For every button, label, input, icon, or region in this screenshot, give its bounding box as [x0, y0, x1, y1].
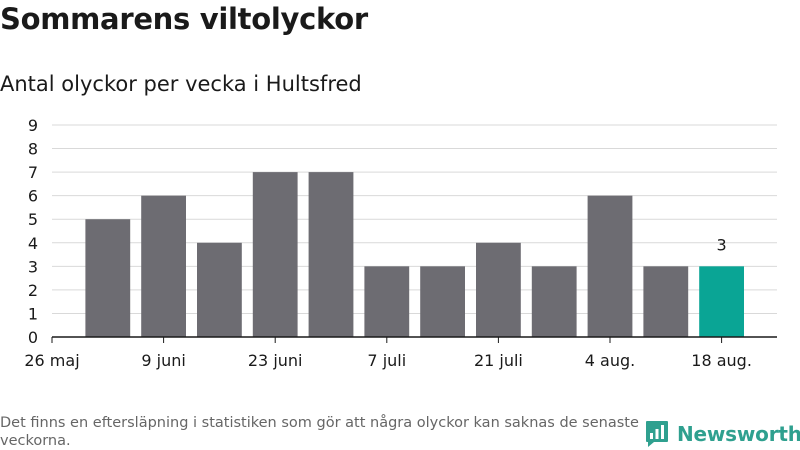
- footnote: Det finns en eftersläpning i statistiken…: [0, 415, 639, 449]
- data-labels: 3: [717, 235, 727, 254]
- bar-chart: 0 1 2 3 4 5 6 7 8 9 26 maj 9 juni 23 juni 7 juli 21 j…: [24, 116, 777, 370]
- bar: [85, 219, 131, 337]
- newsworthy-logo-icon: [646, 421, 668, 447]
- y-tick-label: 7: [28, 163, 38, 182]
- bar: [141, 195, 186, 337]
- y-tick-label: 4: [28, 234, 38, 253]
- bar: [699, 266, 744, 337]
- bar: [420, 266, 465, 337]
- x-tick-label: 4 aug.: [585, 351, 635, 370]
- bar: [643, 266, 689, 337]
- bars: [85, 172, 744, 337]
- chart-title: Sommarens viltolyckor: [0, 2, 368, 36]
- x-tick-label: 23 juni: [248, 351, 303, 370]
- y-tick-label: 1: [28, 304, 38, 323]
- x-tick-label: 7 juli: [367, 351, 406, 370]
- y-tick-label: 2: [28, 281, 38, 300]
- x-tick-label: 18 aug.: [691, 351, 752, 370]
- y-tick-label: 9: [28, 116, 38, 135]
- y-tick-label: 8: [28, 140, 38, 159]
- y-tick-label: 0: [28, 328, 38, 347]
- bar: [308, 172, 354, 337]
- y-axis-ticks: 0 1 2 3 4 5 6 7 8 9: [28, 116, 38, 347]
- brand-name: Newsworthy: [677, 422, 800, 446]
- data-label: 3: [717, 235, 727, 254]
- y-tick-label: 6: [28, 187, 38, 206]
- bar: [197, 242, 242, 337]
- x-tick-label: 26 maj: [24, 351, 79, 370]
- bar: [476, 242, 521, 337]
- bar: [587, 195, 633, 337]
- brand-logo: Newsworthy: [645, 419, 800, 449]
- x-axis-ticks: 26 maj 9 juni 23 juni 7 juli 21 juli 4 aug. 18…: [24, 337, 752, 370]
- y-tick-label: 5: [28, 210, 38, 229]
- bar: [252, 172, 298, 337]
- chart-subtitle: Antal olyckor per vecka i Hultsfred: [0, 72, 362, 96]
- bar: [364, 266, 410, 337]
- x-tick-label: 9 juni: [141, 351, 185, 370]
- bar: [531, 266, 577, 337]
- y-tick-label: 3: [28, 257, 38, 276]
- x-tick-label: 21 juli: [474, 351, 523, 370]
